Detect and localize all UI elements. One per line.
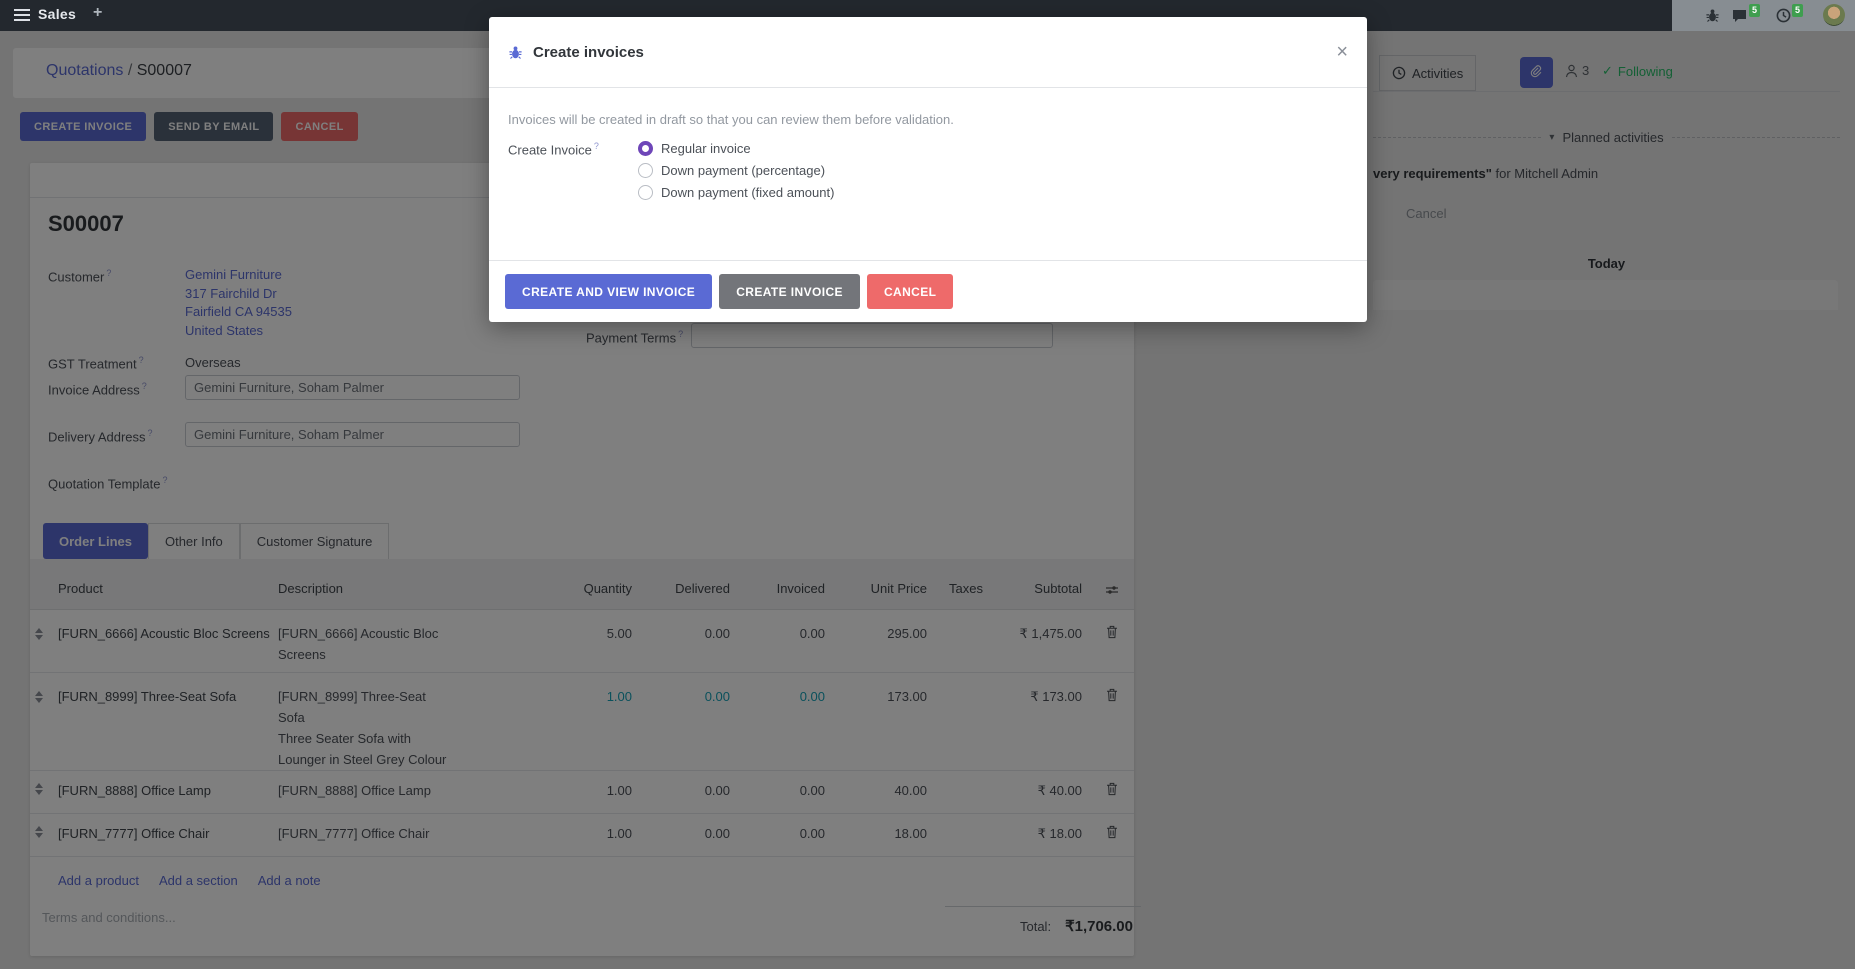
debug-bug-icon[interactable] xyxy=(1705,8,1720,23)
close-icon[interactable]: × xyxy=(1336,41,1348,63)
radio-icon[interactable] xyxy=(638,185,653,200)
dialog-footer: CREATE AND VIEW INVOICE CREATE INVOICE C… xyxy=(489,260,1367,322)
radio-icon[interactable] xyxy=(638,163,653,178)
activities-badge: 5 xyxy=(1792,4,1804,17)
new-tab-plus-icon[interactable]: + xyxy=(93,4,103,21)
create-invoice-field-label: Create Invoice? xyxy=(508,141,599,158)
create-invoices-dialog: Create invoices × Invoices will be creat… xyxy=(489,17,1367,322)
dialog-cancel-button[interactable]: CANCEL xyxy=(866,274,954,309)
app-menu-title[interactable]: Sales xyxy=(38,6,77,22)
systray: 5 5 xyxy=(1672,0,1855,31)
messages-badge: 5 xyxy=(1749,4,1761,17)
dialog-title: Create invoices xyxy=(533,43,644,61)
radio-regular-invoice[interactable]: Regular invoice xyxy=(638,141,834,156)
create-and-view-invoice-button[interactable]: CREATE AND VIEW INVOICE xyxy=(505,274,713,309)
radio-down-payment-percentage[interactable]: Down payment (percentage) xyxy=(638,163,834,178)
dialog-body: Invoices will be created in draft so tha… xyxy=(489,88,1367,260)
user-avatar[interactable] xyxy=(1823,4,1845,26)
create-invoice-confirm-button[interactable]: CREATE INVOICE xyxy=(719,274,860,309)
help-icon: ? xyxy=(593,141,599,151)
debug-bug-icon xyxy=(508,45,523,60)
hamburger-menu-icon[interactable] xyxy=(14,9,30,21)
activities-clock-icon[interactable] xyxy=(1776,8,1791,23)
dialog-header: Create invoices × xyxy=(489,17,1367,88)
messages-icon[interactable] xyxy=(1732,9,1748,23)
radio-selected-icon[interactable] xyxy=(638,141,653,156)
dialog-help-text: Invoices will be created in draft so tha… xyxy=(508,112,954,127)
invoice-type-options: Regular invoice Down payment (percentage… xyxy=(638,141,834,200)
radio-down-payment-fixed[interactable]: Down payment (fixed amount) xyxy=(638,185,834,200)
